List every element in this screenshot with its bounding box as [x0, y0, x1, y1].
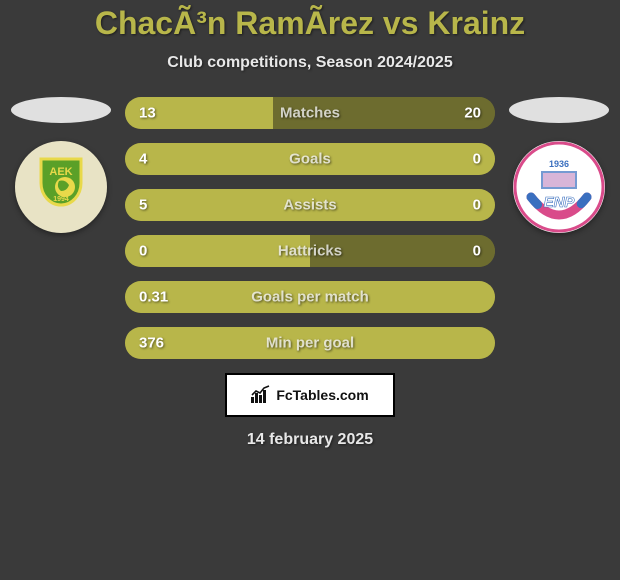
stat-left-value: 4: [139, 151, 147, 168]
left-column: AEK 1994: [7, 97, 115, 233]
stat-right-value: 0: [473, 197, 481, 214]
stat-left-value: 5: [139, 197, 147, 214]
left-badge-label: AEK: [49, 166, 72, 178]
right-club-badge: 1936 ENP: [513, 141, 605, 233]
stat-label: Matches: [280, 105, 340, 122]
left-player-oval: [11, 97, 111, 123]
fctables-logo-icon: [251, 385, 271, 406]
right-badge-year: 1936: [549, 159, 569, 169]
stat-bar: 13 20 Matches: [125, 97, 495, 129]
stat-bar: 4 0 Goals: [125, 143, 495, 175]
left-badge-year: 1994: [53, 196, 69, 203]
right-player-oval: [509, 97, 609, 123]
stat-bar: 0.31 Goals per match: [125, 281, 495, 313]
comparison-infographic: ChacÃ³n RamÃ­rez vs Krainz Club competit…: [0, 0, 620, 449]
right-column: 1936 ENP: [505, 97, 613, 233]
left-club-badge: AEK 1994: [15, 141, 107, 233]
right-badge-label: ENP: [544, 194, 576, 211]
main-row: AEK 1994 13 20 Matches 4 0 Goals 5 0 Assists 0 0 Ha…: [0, 97, 620, 359]
stat-label: Hattricks: [278, 243, 342, 260]
stat-bar: 376 Min per goal: [125, 327, 495, 359]
stat-left-value: 0: [139, 243, 147, 260]
stat-left-value: 376: [139, 335, 164, 352]
page-title: ChacÃ³n RamÃ­rez vs Krainz: [0, 5, 620, 42]
stats-column: 13 20 Matches 4 0 Goals 5 0 Assists 0 0 Hattricks 0.…: [125, 97, 495, 359]
stat-label: Goals: [289, 151, 331, 168]
stat-bar: 0 0 Hattricks: [125, 235, 495, 267]
subtitle: Club competitions, Season 2024/2025: [0, 54, 620, 72]
stat-label: Assists: [283, 197, 336, 214]
date-line: 14 february 2025: [0, 431, 620, 449]
stat-bar: 5 0 Assists: [125, 189, 495, 221]
stat-left-value: 13: [139, 105, 156, 122]
right-club-crest-icon: 1936 ENP: [513, 141, 605, 233]
stat-left-value: 0.31: [139, 289, 168, 306]
footer-brand-box: FcTables.com: [225, 373, 395, 417]
stat-label: Goals per match: [251, 289, 369, 306]
left-club-crest-icon: AEK 1994: [15, 141, 107, 233]
stat-label: Min per goal: [266, 335, 354, 352]
footer-brand-text: FcTables.com: [276, 387, 368, 403]
stat-right-value: 0: [473, 243, 481, 260]
stat-right-value: 20: [464, 105, 481, 122]
stat-right-value: 0: [473, 151, 481, 168]
